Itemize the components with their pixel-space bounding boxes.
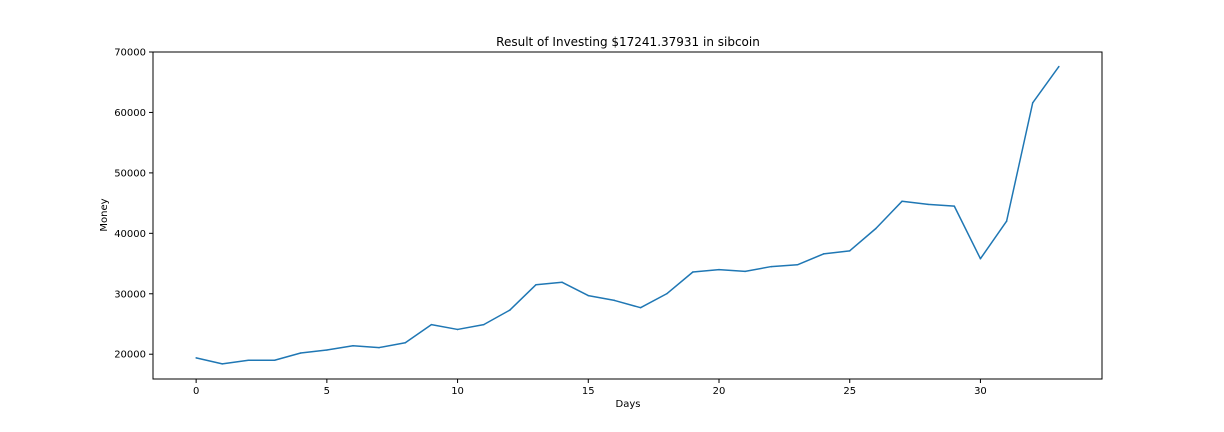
data-point bbox=[953, 205, 956, 207]
series-line-0 bbox=[195, 66, 1060, 365]
data-point bbox=[901, 200, 903, 203]
chart-title: Result of Investing $17241.37931 in sibc… bbox=[496, 35, 760, 49]
x-tick-label: 25 bbox=[843, 386, 856, 397]
data-point bbox=[665, 293, 668, 295]
data-point bbox=[509, 309, 511, 311]
data-point bbox=[561, 281, 563, 284]
x-axis: 0 5 10 15 20 25 30 bbox=[193, 379, 987, 397]
data-point bbox=[848, 250, 851, 252]
data-point bbox=[639, 306, 642, 309]
data-point bbox=[692, 271, 694, 273]
data-point bbox=[535, 283, 537, 286]
data-point bbox=[796, 264, 799, 266]
y-tick-label: 70000 bbox=[114, 48, 146, 59]
data-point bbox=[927, 203, 929, 206]
plot-area bbox=[195, 65, 1060, 365]
data-point bbox=[1058, 65, 1060, 68]
data-point bbox=[404, 341, 407, 344]
y-axis: 20000 30000 40000 50000 60000 70000 bbox=[114, 48, 153, 361]
data-point bbox=[1005, 220, 1008, 222]
y-axis-label: Money bbox=[99, 198, 110, 231]
y-tick-label: 50000 bbox=[114, 168, 146, 179]
data-point bbox=[273, 359, 276, 362]
x-tick-label: 15 bbox=[582, 386, 595, 397]
y-tick-label: 20000 bbox=[114, 350, 146, 361]
x-tick-label: 5 bbox=[324, 386, 330, 397]
data-point bbox=[718, 268, 720, 271]
data-point bbox=[378, 346, 380, 349]
x-tick-label: 10 bbox=[451, 386, 464, 397]
data-point bbox=[613, 299, 616, 302]
y-tick-label: 40000 bbox=[114, 229, 146, 240]
data-point bbox=[247, 359, 250, 362]
data-point bbox=[221, 363, 224, 365]
data-point bbox=[195, 357, 197, 359]
x-tick-label: 30 bbox=[974, 386, 987, 397]
x-axis-label: Days bbox=[616, 399, 641, 410]
data-point bbox=[1031, 102, 1034, 104]
data-point bbox=[456, 328, 459, 331]
data-point bbox=[875, 227, 877, 230]
data-point bbox=[482, 323, 485, 326]
y-tick-label: 60000 bbox=[114, 108, 146, 119]
plot-frame bbox=[152, 51, 1103, 380]
data-point bbox=[430, 323, 433, 326]
data-point bbox=[979, 257, 982, 260]
data-point bbox=[587, 294, 590, 297]
data-point bbox=[352, 345, 354, 347]
data-point bbox=[744, 270, 746, 273]
y-tick-label: 30000 bbox=[114, 289, 146, 300]
x-tick-label: 20 bbox=[713, 386, 726, 397]
data-point bbox=[299, 352, 302, 354]
x-tick-label: 0 bbox=[193, 386, 199, 397]
data-point bbox=[326, 349, 328, 351]
data-point bbox=[822, 253, 825, 255]
data-point bbox=[770, 265, 773, 268]
